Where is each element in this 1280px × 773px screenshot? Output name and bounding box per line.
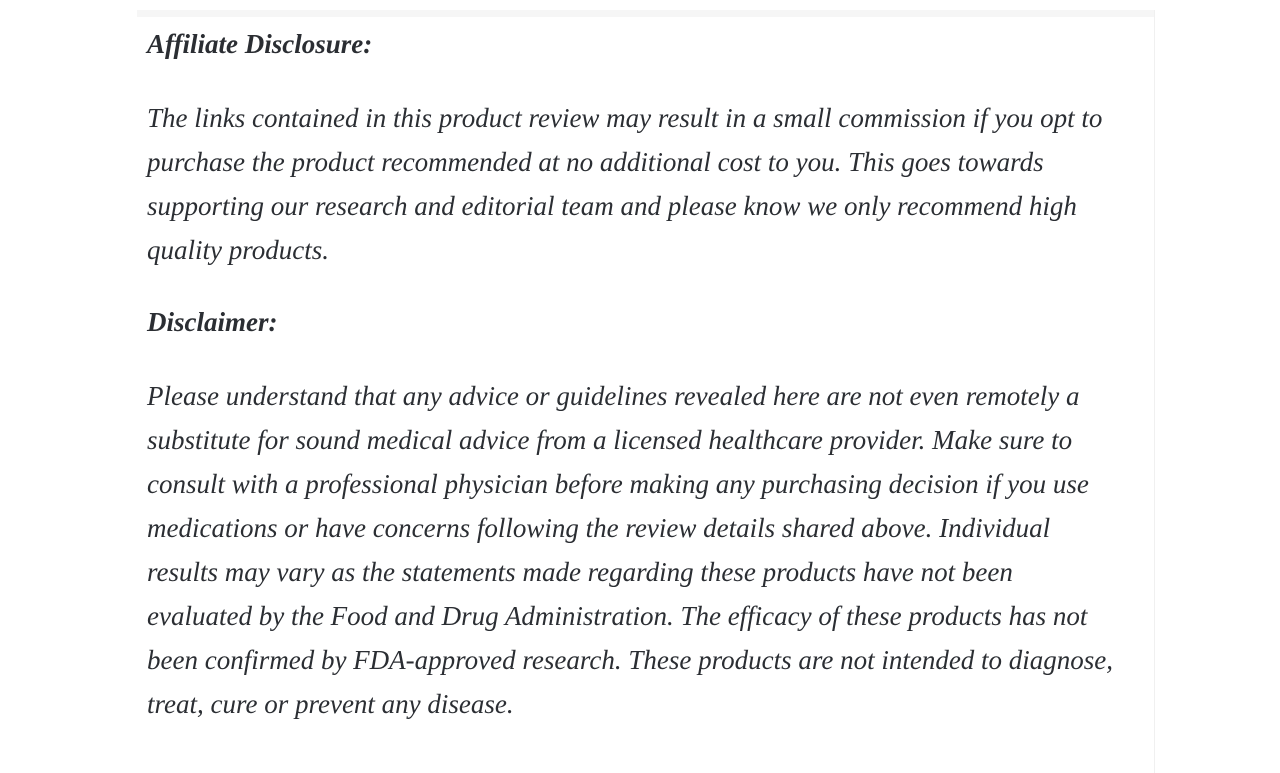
section-divider [137, 10, 1154, 17]
disclaimer-heading: Disclaimer: [147, 307, 278, 337]
disclosure-text-block: Affiliate Disclosure: The links containe… [137, 22, 1154, 726]
affiliate-disclosure-paragraph: The links contained in this product revi… [147, 103, 1103, 265]
article-content-column: Affiliate Disclosure: The links containe… [137, 10, 1155, 773]
disclaimer-paragraph: Please understand that any advice or gui… [147, 381, 1114, 719]
affiliate-disclosure-heading: Affiliate Disclosure: [147, 29, 373, 59]
